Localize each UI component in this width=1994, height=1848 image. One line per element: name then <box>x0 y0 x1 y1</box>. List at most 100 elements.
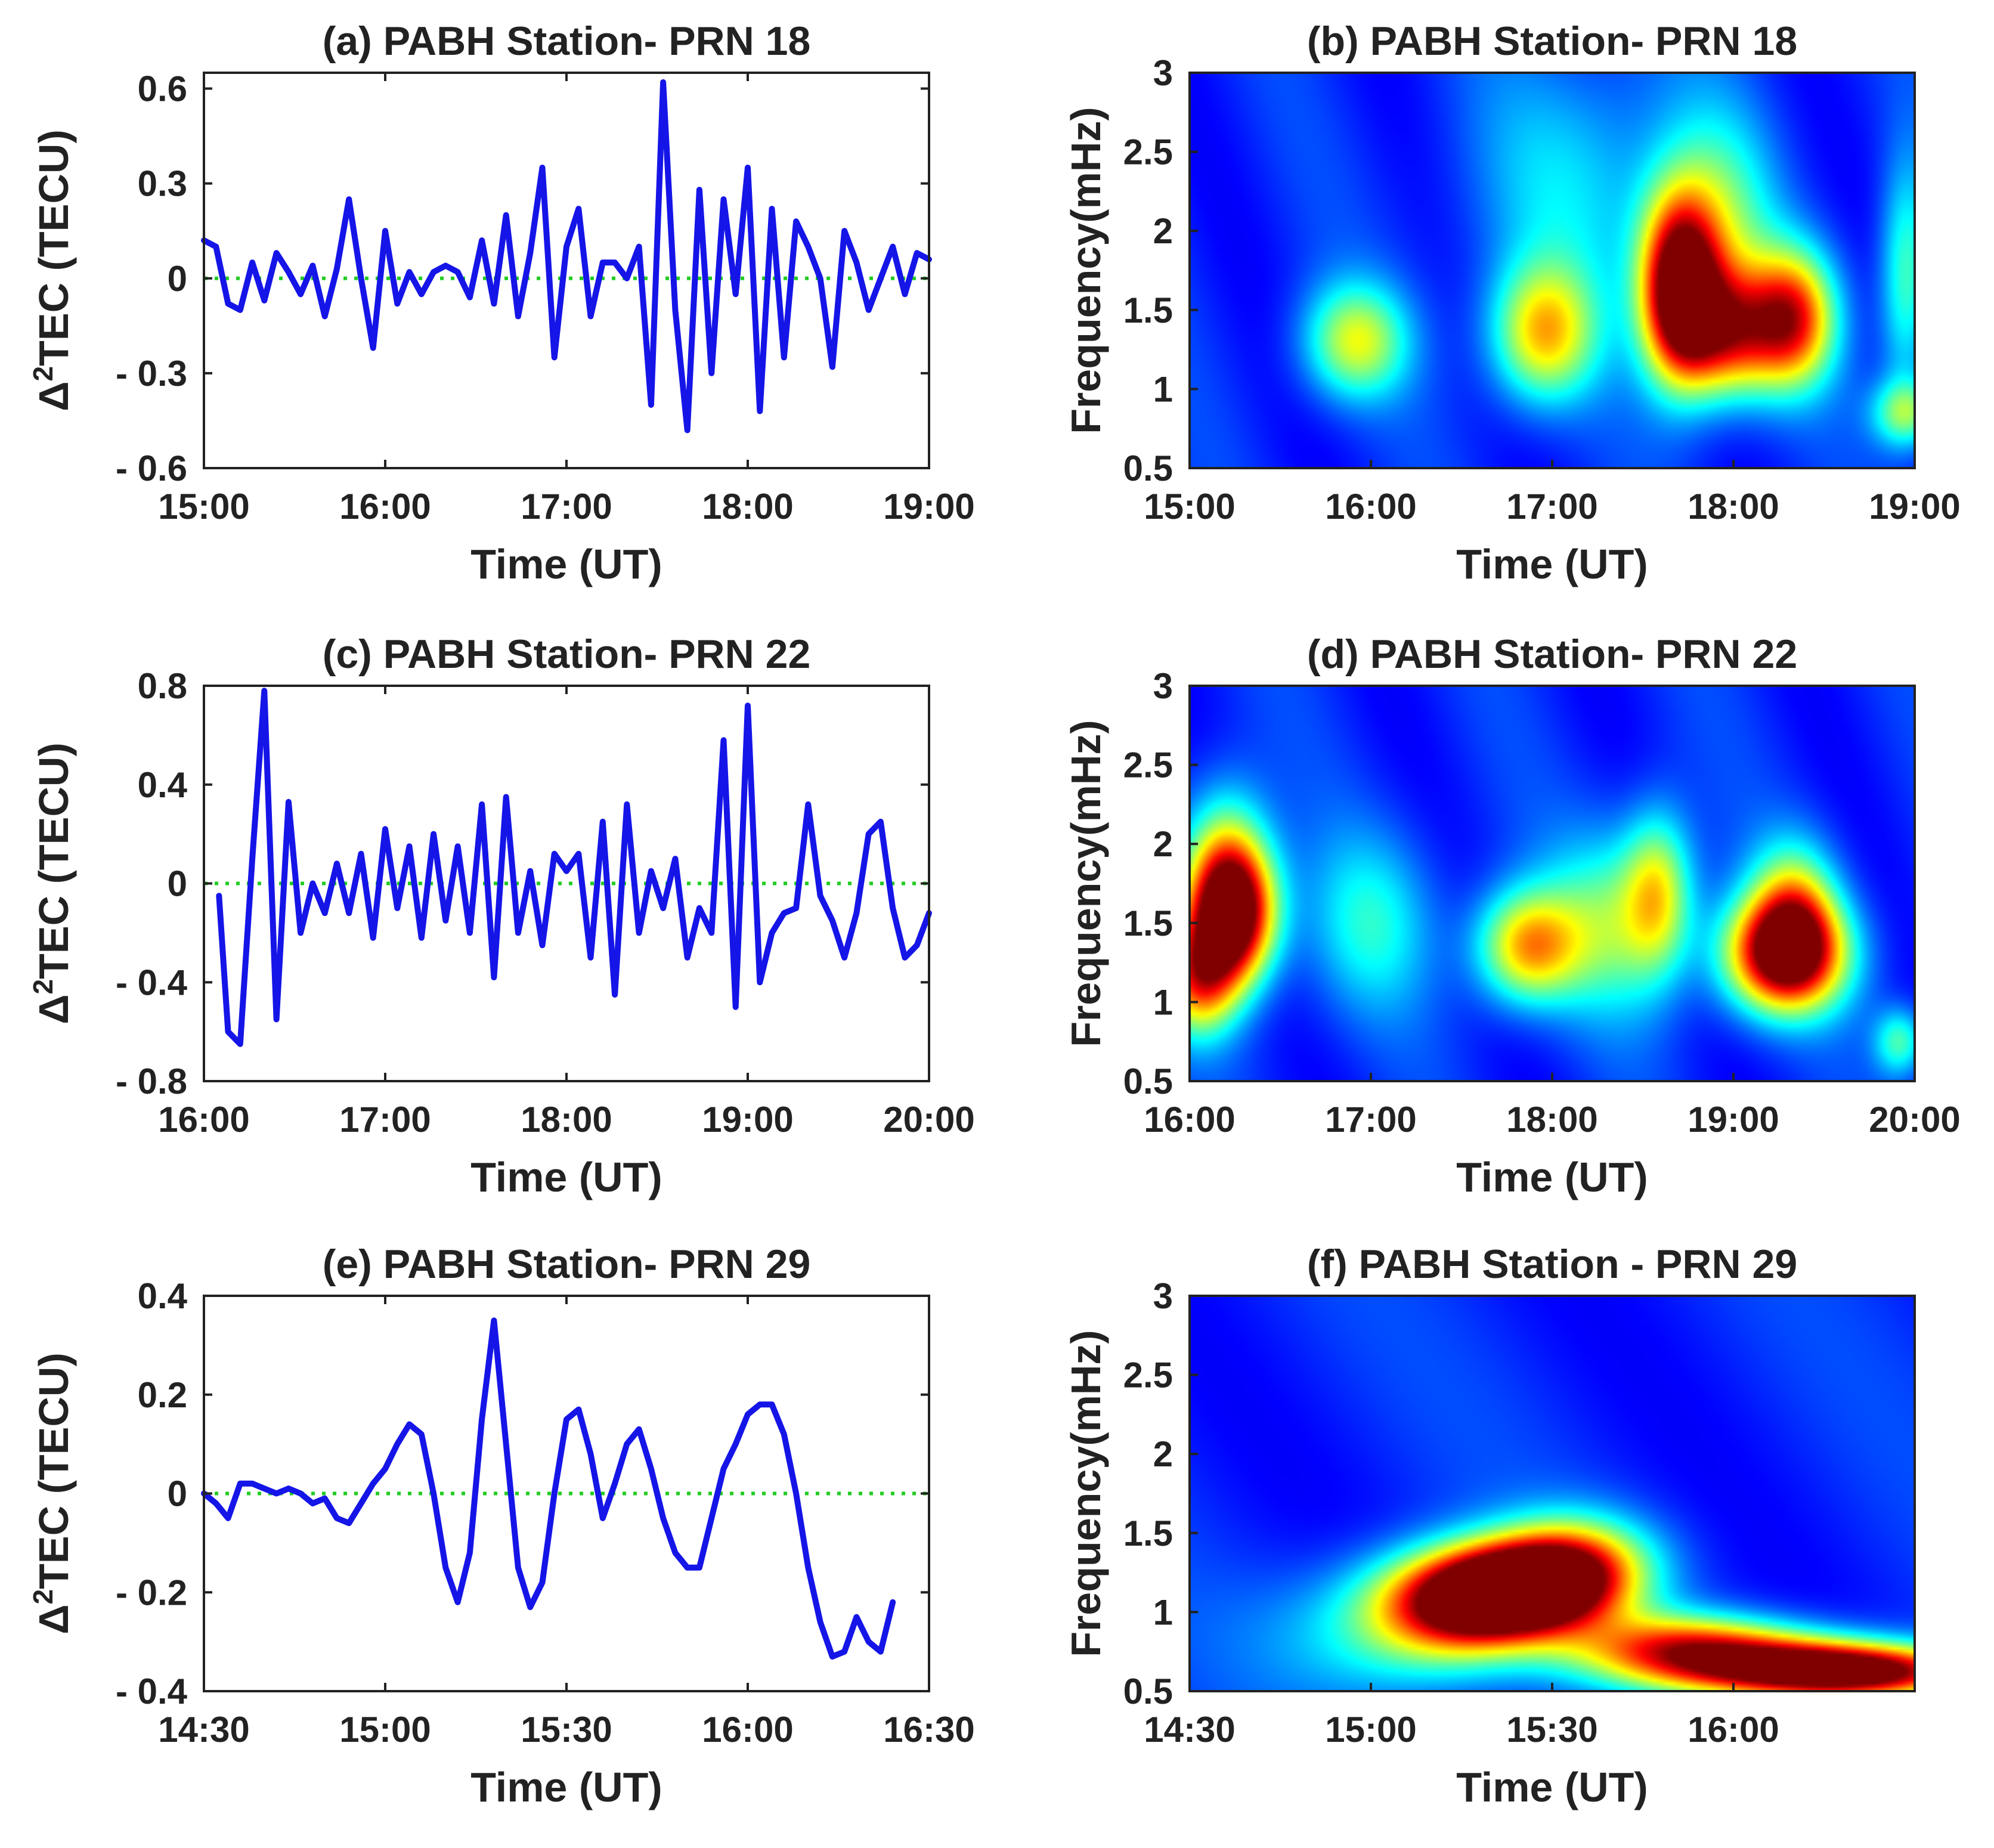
data-point <box>745 165 750 171</box>
data-point <box>636 244 642 249</box>
y-tick-label: 2 <box>1153 1434 1173 1474</box>
x-tick-label: 17:00 <box>339 1100 431 1140</box>
data-point <box>600 819 605 824</box>
data-point <box>709 370 714 376</box>
data-point <box>745 703 750 708</box>
y-tick-label: 0.5 <box>1123 1061 1173 1101</box>
x-tick-label: 14:30 <box>1144 1710 1235 1750</box>
chart-title: (e) PABH Station- PRN 29 <box>323 1242 811 1287</box>
data-point <box>310 1501 315 1506</box>
data-point <box>455 1599 460 1605</box>
x-axis-label: Time (UT) <box>1456 1764 1648 1810</box>
data-point <box>914 250 919 256</box>
data-point <box>443 263 448 268</box>
x-tick-label: 15:00 <box>1144 487 1235 527</box>
data-point <box>842 228 847 234</box>
data-point <box>213 1501 219 1506</box>
x-tick-label: 18:00 <box>702 487 793 527</box>
data-point <box>237 307 243 312</box>
y-tick-label: 2 <box>1153 211 1173 251</box>
data-point <box>395 905 400 911</box>
data-point <box>540 165 545 171</box>
data-point <box>552 355 557 360</box>
panel-c: 16:00 17:00 18:00 19:00 20:00 - 0.8 - 0.4 0 0.4 0… <box>27 632 975 1200</box>
data-point <box>213 244 219 249</box>
data-point <box>250 1481 255 1486</box>
x-tick-label: 18:00 <box>1506 1100 1597 1140</box>
data-point <box>576 206 581 212</box>
y-tick-label: 1 <box>1153 369 1173 409</box>
x-tick-label: 17:00 <box>1325 1100 1416 1140</box>
data-point <box>781 1432 787 1437</box>
data-point <box>661 1515 666 1521</box>
data-point <box>358 851 364 856</box>
x-tick-label: 17:00 <box>521 487 612 527</box>
x-axis-label: Time (UT) <box>470 1764 662 1810</box>
data-point <box>395 1441 400 1447</box>
data-point <box>842 955 847 960</box>
data-point <box>733 292 738 297</box>
data-point <box>407 844 412 849</box>
y-axis-label: Frequency(mHz) <box>1063 107 1109 434</box>
data-point <box>358 276 364 281</box>
y-tick-label: 0.5 <box>1123 1671 1173 1711</box>
data-point <box>854 1614 859 1620</box>
data-point <box>286 799 291 804</box>
data-point <box>370 345 376 351</box>
data-point <box>225 1515 231 1521</box>
data-point <box>576 1407 581 1412</box>
data-point <box>806 801 811 807</box>
data-point <box>467 1550 472 1555</box>
data-point <box>274 1017 279 1022</box>
data-point <box>878 276 883 281</box>
data-point <box>612 1481 618 1486</box>
data-point <box>503 212 509 218</box>
y-axis-label: Frequency(mHz) <box>1063 720 1109 1047</box>
data-point <box>685 1565 690 1570</box>
x-tick-label: 15:00 <box>339 1710 431 1750</box>
data-point <box>358 1501 364 1506</box>
data-point <box>794 905 799 911</box>
data-point <box>467 295 472 300</box>
data-point <box>818 1620 823 1624</box>
data-point <box>588 314 593 319</box>
data-point <box>624 1441 630 1447</box>
data-point <box>515 930 521 936</box>
data-point <box>528 868 533 874</box>
data-point <box>624 801 630 807</box>
data-point <box>733 1004 738 1010</box>
data-point <box>818 276 823 281</box>
panel-b: 15:00 16:00 17:00 18:00 19:00 0.5 1 1.5 2 2.5 3 (b)… <box>1063 18 1961 587</box>
data-point <box>528 1605 533 1610</box>
data-point <box>467 930 472 936</box>
data-point <box>431 831 436 837</box>
data-point <box>612 992 618 997</box>
data-point <box>794 1491 799 1496</box>
data-point <box>721 738 726 743</box>
data-point <box>709 1515 714 1521</box>
y-tick-label: 0 <box>168 864 187 904</box>
y-tick-label: 0.6 <box>138 69 187 109</box>
data-point <box>854 260 859 265</box>
x-tick-label: 19:00 <box>1688 1100 1779 1140</box>
data-point <box>540 943 545 948</box>
data-point <box>431 1491 436 1496</box>
data-point <box>673 1550 678 1555</box>
data-point <box>673 856 678 862</box>
data-point <box>334 266 339 271</box>
data-point <box>696 1565 702 1570</box>
data-point <box>854 911 859 916</box>
data-point <box>443 1565 448 1570</box>
data-point <box>829 918 835 923</box>
data-point <box>250 260 255 265</box>
x-tick-label: 17:00 <box>1506 487 1597 527</box>
panel-a: 15:00 16:00 17:00 18:00 19:00 - 0.6 - 0.3 0 0.3 0… <box>27 18 975 587</box>
data-point <box>262 688 267 694</box>
data-point <box>346 197 352 202</box>
data-point <box>455 844 460 849</box>
data-point <box>564 1417 569 1422</box>
data-point <box>515 1565 521 1570</box>
data-point <box>274 1491 279 1496</box>
data-point <box>866 307 871 312</box>
y-tick-label: 0.2 <box>138 1375 187 1415</box>
